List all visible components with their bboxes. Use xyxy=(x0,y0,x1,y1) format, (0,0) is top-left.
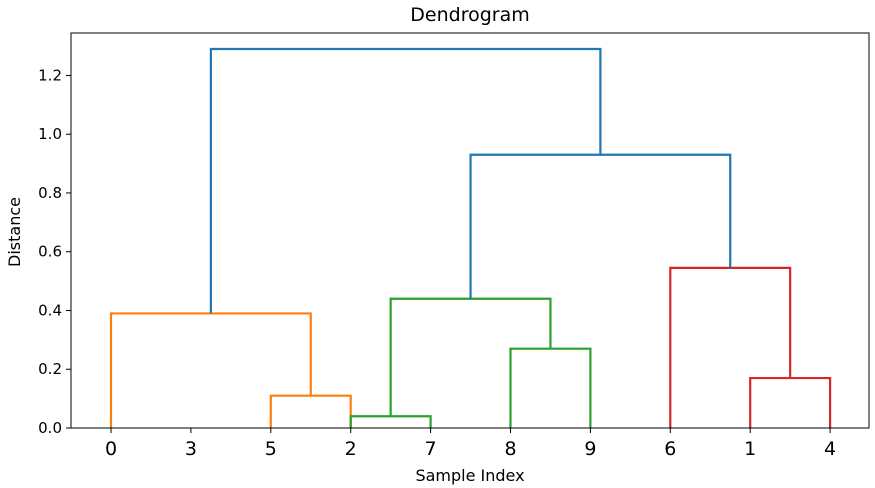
x-tick-label-6: 6 xyxy=(664,438,676,460)
y-tick-label: 1.0 xyxy=(38,125,62,143)
y-axis-ticks: 0.0 0.2 0.4 0.6 0.8 1.0 1.2 xyxy=(38,66,71,437)
x-tick-label-1: 1 xyxy=(744,438,756,460)
x-tick-label-5: 5 xyxy=(265,438,277,460)
plot-frame xyxy=(70,32,870,429)
x-tick-label-3: 3 xyxy=(185,438,197,460)
dendrogram-link-7 xyxy=(469,153,732,299)
chart-title: Dendrogram xyxy=(410,4,529,26)
x-axis-label: Sample Index xyxy=(415,466,524,485)
y-tick-label: 0.4 xyxy=(38,301,62,319)
y-tick-label: 0.2 xyxy=(38,360,62,378)
dendrogram-link-3 xyxy=(509,347,592,428)
x-tick-label-7: 7 xyxy=(425,438,437,460)
y-tick-label: 0.0 xyxy=(38,419,62,437)
dendrogram-link-1 xyxy=(109,312,312,428)
x-tick-label-4: 4 xyxy=(824,438,836,460)
dendrogram-link-2 xyxy=(349,415,432,428)
dendrogram-link-4 xyxy=(389,297,552,417)
x-tick-label-2: 2 xyxy=(345,438,357,460)
dendrogram-link-0 xyxy=(269,394,352,428)
y-tick-label: 0.8 xyxy=(38,184,62,202)
y-axis-label: Distance xyxy=(5,197,24,267)
x-tick-label-9: 9 xyxy=(584,438,596,460)
dendrogram-link-8 xyxy=(209,47,602,314)
dendrogram-link-5 xyxy=(749,376,832,428)
x-tick-label-0: 0 xyxy=(105,438,117,460)
dendrogram-links xyxy=(109,47,832,428)
y-tick-label: 1.2 xyxy=(38,66,62,84)
x-tick-label-8: 8 xyxy=(504,438,516,460)
dendrogram-link-6 xyxy=(669,266,792,428)
y-tick-label: 0.6 xyxy=(38,243,62,261)
x-axis-ticks: 0 3 5 2 7 8 9 6 1 4 xyxy=(105,428,836,460)
